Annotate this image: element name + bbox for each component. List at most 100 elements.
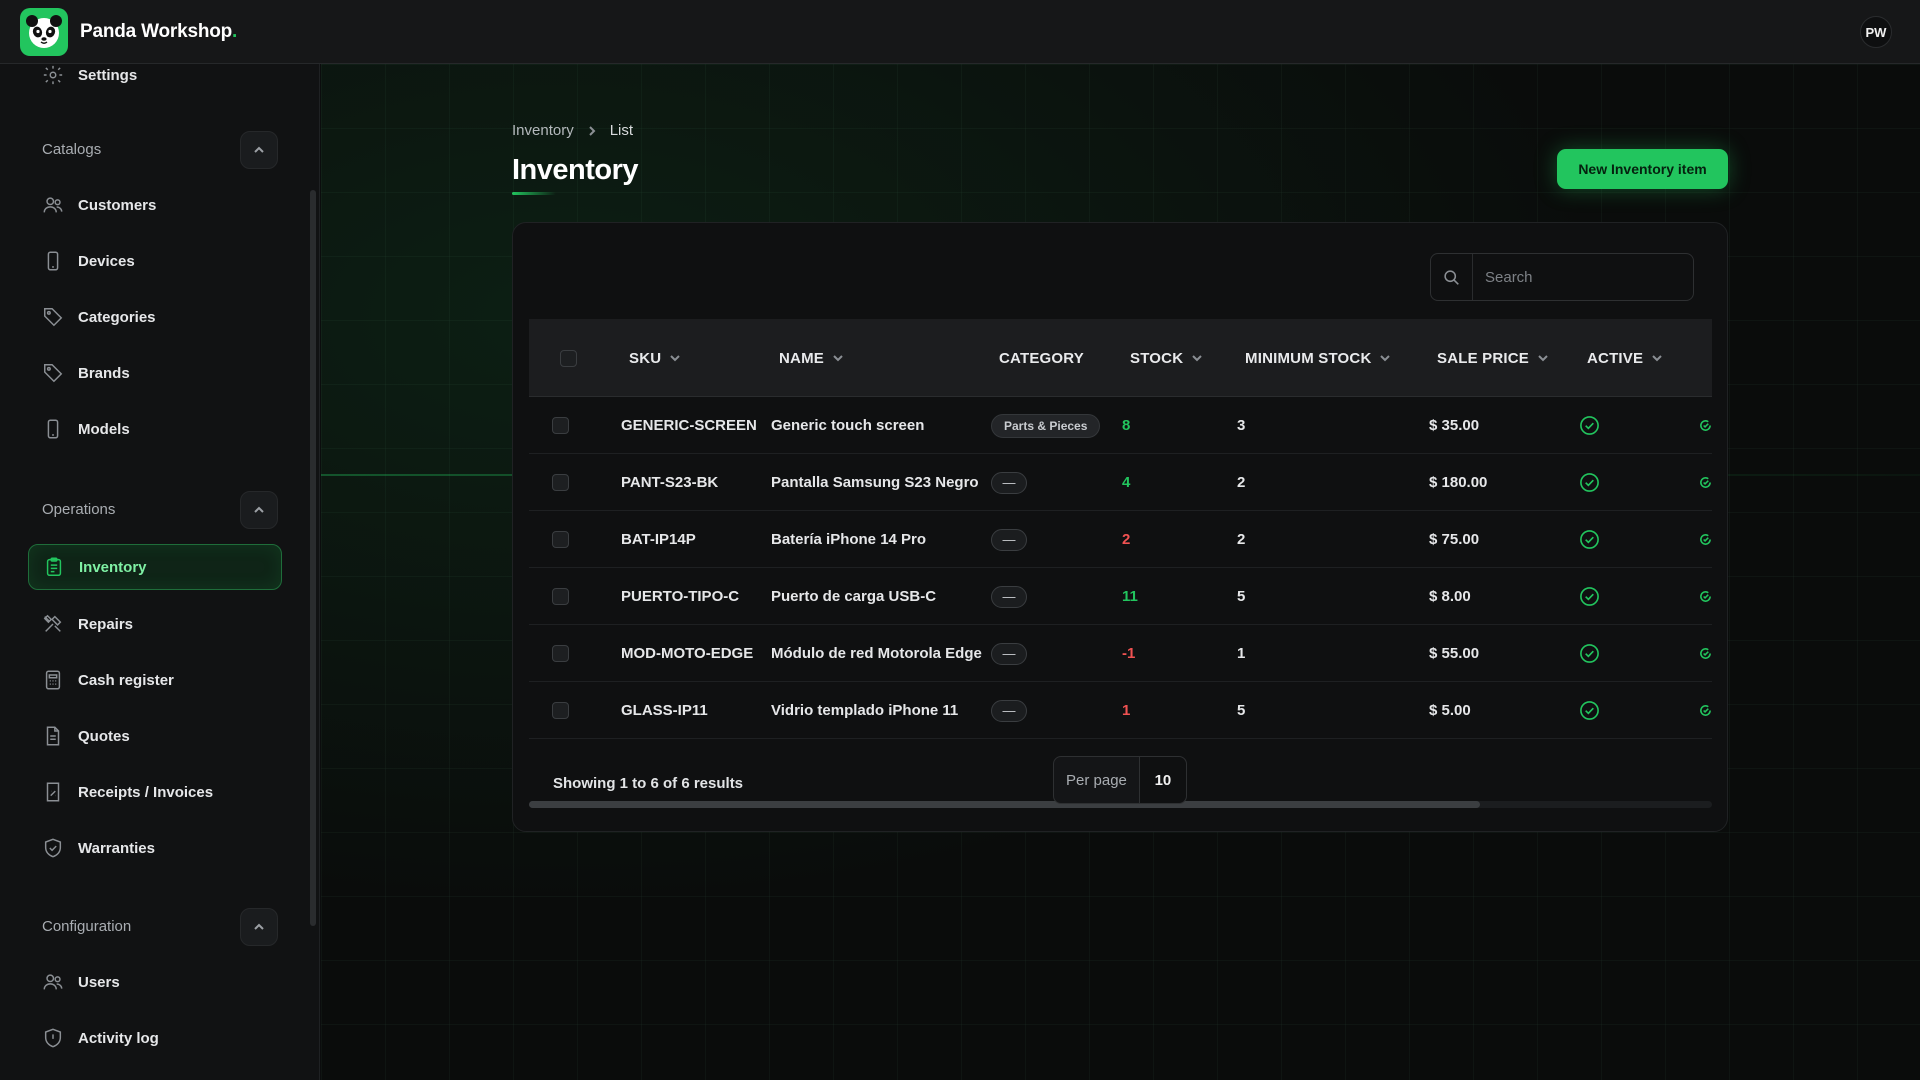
- sidebar-item-inventory[interactable]: Inventory: [28, 544, 282, 590]
- cell-stock: 1: [1122, 702, 1131, 719]
- tools-icon: [43, 614, 62, 632]
- column-header-sale-price[interactable]: SALE PRICE: [1437, 319, 1549, 397]
- cell-sku: PUERTO-TIPO-C: [621, 588, 740, 605]
- column-header-name[interactable]: NAME: [779, 319, 844, 397]
- users-icon: [43, 197, 63, 213]
- chevron-down-icon: [1652, 355, 1662, 362]
- row-checkbox[interactable]: [552, 474, 569, 491]
- row-action-icon[interactable]: [1699, 533, 1712, 546]
- sidebar-scrollbar[interactable]: [310, 190, 316, 926]
- chevron-up-icon: [254, 146, 264, 153]
- scrollbar-thumb[interactable]: [529, 801, 1480, 808]
- chevron-up-icon: [254, 506, 264, 513]
- cell-sale-price: $ 8.00: [1429, 588, 1471, 605]
- brand-name[interactable]: Panda Workshop.: [80, 20, 238, 42]
- sidebar-item-cash-register[interactable]: Cash register: [28, 657, 282, 703]
- table-horizontal-scrollbar[interactable]: [529, 801, 1712, 808]
- sidebar-item-settings[interactable]: Settings: [28, 52, 282, 98]
- category-empty: —: [991, 642, 1027, 665]
- column-header-active[interactable]: ACTIVE: [1587, 319, 1663, 397]
- sidebar-item-receipts[interactable]: Receipts / Invoices: [28, 769, 282, 815]
- row-action-icon[interactable]: [1699, 476, 1712, 489]
- check-circle-icon: [1580, 587, 1599, 606]
- sidebar-item-label: Brands: [78, 364, 130, 382]
- row-checkbox[interactable]: [552, 645, 569, 662]
- sidebar-item-brands[interactable]: Brands: [28, 350, 282, 396]
- calculator-icon: [45, 670, 61, 690]
- sidebar-item-label: Models: [78, 420, 130, 438]
- cell-sku: BAT-IP14P: [621, 531, 696, 548]
- user-avatar[interactable]: PW: [1860, 16, 1892, 48]
- new-inventory-item-button[interactable]: New Inventory item: [1557, 149, 1728, 189]
- row-checkbox[interactable]: [552, 702, 569, 719]
- sidebar-item-label: Repairs: [78, 615, 134, 633]
- table-row[interactable]: GENERIC-SCREEN Generic touch screen Part…: [529, 397, 1712, 454]
- check-circle-icon: [1580, 701, 1599, 720]
- shield-check-icon: [44, 838, 62, 858]
- search-box: [1430, 253, 1694, 301]
- sidebar-item-customers[interactable]: Customers: [28, 182, 282, 228]
- collapse-configuration-button[interactable]: [240, 908, 278, 946]
- category-empty: —: [991, 585, 1027, 608]
- cell-sale-price: $ 180.00: [1429, 474, 1488, 491]
- column-header-minimum-stock[interactable]: MINIMUM STOCK: [1245, 319, 1391, 397]
- sidebar-item-activity-log[interactable]: Activity log: [28, 1015, 282, 1061]
- sidebar-item-label: Warranties: [78, 839, 155, 857]
- row-action-icon[interactable]: [1699, 419, 1712, 432]
- select-all-checkbox[interactable]: [560, 349, 577, 367]
- category-empty: —: [991, 471, 1027, 494]
- inventory-table: SKU NAME CATEGORY STOCK M: [529, 319, 1712, 747]
- breadcrumb-item-list: List: [609, 122, 634, 139]
- sidebar-item-warranties[interactable]: Warranties: [28, 825, 282, 871]
- tag-icon: [44, 364, 63, 383]
- sidebar-item-models[interactable]: Models: [28, 406, 282, 452]
- phone-icon: [47, 251, 59, 271]
- cell-name: Pantalla Samsung S23 Negro: [771, 474, 979, 491]
- panda-logo-icon[interactable]: [20, 7, 68, 56]
- table-row[interactable]: PANT-S23-BK Pantalla Samsung S23 Negro —…: [529, 454, 1712, 511]
- column-header-sku[interactable]: SKU: [629, 319, 681, 397]
- cell-sale-price: $ 35.00: [1429, 417, 1480, 434]
- sidebar-item-quotes[interactable]: Quotes: [28, 713, 282, 759]
- cell-minimum-stock: 5: [1237, 702, 1246, 719]
- table-row[interactable]: BAT-IP14P Batería iPhone 14 Pro — 2 2 $ …: [529, 511, 1712, 568]
- sidebar-item-label: Settings: [78, 66, 138, 84]
- row-action-icon[interactable]: [1699, 590, 1712, 603]
- check-circle-icon: [1580, 644, 1599, 663]
- breadcrumb: Inventory List: [512, 122, 633, 139]
- sidebar-item-label: Devices: [78, 252, 135, 270]
- cell-sku: GENERIC-SCREEN: [621, 417, 757, 434]
- table-row[interactable]: PUERTO-TIPO-C Puerto de carga USB-C — 11…: [529, 568, 1712, 625]
- sidebar-item-users[interactable]: Users: [28, 959, 282, 1005]
- sidebar-item-devices[interactable]: Devices: [28, 238, 282, 284]
- sidebar-item-categories[interactable]: Categories: [28, 294, 282, 340]
- column-label: CATEGORY: [999, 349, 1084, 367]
- cell-stock: 4: [1122, 474, 1131, 491]
- collapse-catalogs-button[interactable]: [240, 131, 278, 169]
- per-page-value[interactable]: 10: [1139, 757, 1186, 803]
- sidebar-item-repairs[interactable]: Repairs: [28, 601, 282, 647]
- shield-alert-icon: [44, 1028, 62, 1048]
- row-checkbox[interactable]: [552, 531, 569, 548]
- table-row[interactable]: MOD-MOTO-EDGE Módulo de red Motorola Edg…: [529, 625, 1712, 682]
- column-header-stock[interactable]: STOCK: [1130, 319, 1203, 397]
- chevron-down-icon: [1192, 355, 1202, 362]
- search-input[interactable]: [1473, 254, 1693, 300]
- breadcrumb-item-inventory[interactable]: Inventory: [512, 122, 574, 139]
- row-checkbox[interactable]: [552, 588, 569, 605]
- cell-minimum-stock: 3: [1237, 417, 1246, 434]
- row-action-icon[interactable]: [1699, 647, 1712, 660]
- check-circle-icon: [1580, 473, 1599, 492]
- table-row[interactable]: GLASS-IP11 Vidrio templado iPhone 11 — 1…: [529, 682, 1712, 739]
- row-checkbox[interactable]: [552, 417, 569, 434]
- phone-icon: [47, 419, 59, 439]
- sidebar-item-label: Quotes: [78, 727, 130, 745]
- cell-minimum-stock: 2: [1237, 531, 1246, 548]
- page-title: Inventory: [512, 154, 639, 186]
- per-page-select[interactable]: Per page 10: [1053, 756, 1187, 804]
- category-empty: —: [991, 699, 1027, 722]
- row-action-icon[interactable]: [1699, 704, 1712, 717]
- chevron-down-icon: [1380, 355, 1391, 362]
- collapse-operations-button[interactable]: [240, 491, 278, 529]
- column-label: MINIMUM STOCK: [1245, 349, 1372, 367]
